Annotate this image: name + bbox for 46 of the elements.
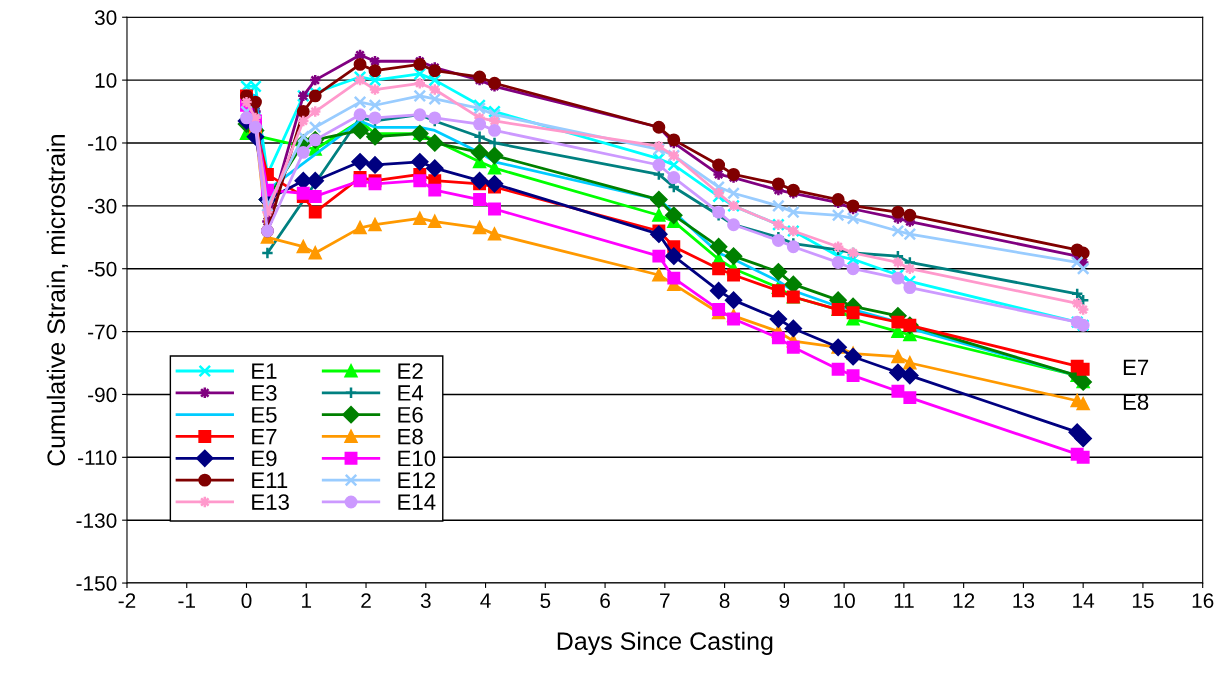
x-tick-label: 7 <box>660 593 670 608</box>
y-tick-label: -10 <box>88 135 117 151</box>
y-tick-label: -130 <box>76 513 117 528</box>
y-axis-title: Cumulative Strain, microstrain <box>46 135 69 466</box>
legend-label: E10 <box>398 450 436 467</box>
x-tick-label: 15 <box>1132 593 1154 609</box>
x-tick-label: 14 <box>1073 593 1095 608</box>
x-tick-label: 11 <box>894 593 914 608</box>
annotation: E7 <box>1123 359 1149 376</box>
legend-label: E8 <box>398 428 423 445</box>
legend-label: E1 <box>252 363 277 379</box>
x-tick-label: -2 <box>118 593 136 608</box>
y-tick-label: -50 <box>88 261 117 277</box>
x-tick-label: 0 <box>241 593 252 609</box>
x-tick-label: 10 <box>834 593 855 609</box>
x-tick-label: 9 <box>779 593 790 609</box>
legend-label: E6 <box>398 406 423 423</box>
y-tick-label: 10 <box>95 73 117 88</box>
legend-label: E5 <box>252 407 277 423</box>
y-tick-label: -150 <box>76 576 117 591</box>
y-tick-label: 30 <box>94 10 117 25</box>
x-tick-label: 4 <box>480 593 491 608</box>
x-tick-label: 8 <box>719 593 730 609</box>
legend-label: E12 <box>398 472 435 488</box>
legend-label: E7 <box>252 428 277 445</box>
x-tick-label: 5 <box>540 593 551 609</box>
legend-label: E13 <box>252 494 289 510</box>
legend-label: E9 <box>252 450 277 467</box>
legend-label: E2 <box>398 363 423 379</box>
legend-label: E14 <box>398 494 436 510</box>
x-tick-label: 12 <box>953 593 975 608</box>
x-tick-label: 3 <box>420 593 431 609</box>
y-tick-label: -70 <box>88 324 117 340</box>
y-tick-label: -90 <box>88 387 117 403</box>
x-tick-label: 6 <box>600 593 610 609</box>
y-tick-label: -110 <box>78 450 117 466</box>
x-tick-label: 13 <box>1013 593 1035 609</box>
legend-label: E11 <box>252 472 288 488</box>
x-tick-label: 16 <box>1192 593 1214 609</box>
legend-label: E4 <box>398 385 424 401</box>
x-tick-label: -1 <box>178 593 195 608</box>
x-axis-title: Days Since Casting <box>557 631 773 655</box>
x-tick-label: 1 <box>302 593 312 608</box>
x-tick-label: 2 <box>361 593 371 608</box>
y-tick-label: -30 <box>88 198 117 214</box>
legend-label: E3 <box>252 385 277 401</box>
